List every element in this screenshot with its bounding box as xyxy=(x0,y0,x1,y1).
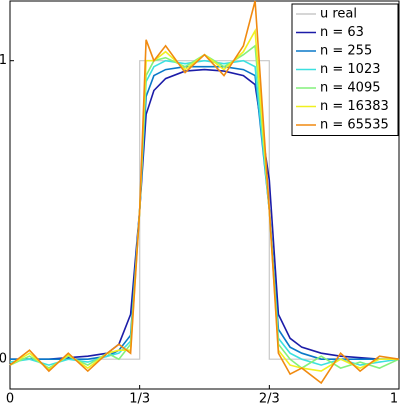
series-line xyxy=(9,28,399,372)
legend-label: n = 4095 xyxy=(320,81,380,96)
x-tick-label: 0 xyxy=(6,392,14,407)
y-tick-label: 1 xyxy=(0,53,7,68)
x-tick-label: 1 xyxy=(390,392,398,407)
legend-label: n = 65535 xyxy=(320,118,389,133)
legend-label: n = 63 xyxy=(320,25,364,40)
legend-label: n = 255 xyxy=(320,44,372,59)
series-line xyxy=(9,0,400,385)
x-tick-label: 1/3 xyxy=(129,392,150,407)
series-line xyxy=(9,44,400,370)
legend-label: n = 1023 xyxy=(320,62,380,77)
legend-label: u real xyxy=(320,7,357,22)
series-line xyxy=(10,68,399,361)
x-tick-label: 2/3 xyxy=(259,392,280,407)
legend-label: n = 16383 xyxy=(320,99,389,114)
y-tick-label: 0 xyxy=(0,352,7,367)
